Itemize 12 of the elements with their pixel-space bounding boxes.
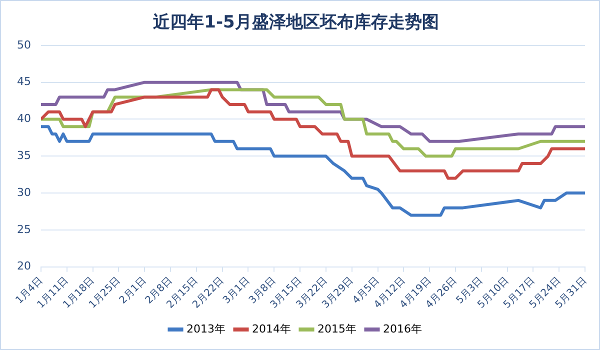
y-tick-label: 25 (16, 222, 31, 236)
legend-label: 2013年 (186, 322, 226, 336)
legend-label: 2015年 (318, 322, 356, 336)
legend-label: 2014年 (252, 322, 292, 336)
y-tick-label: 40 (16, 112, 31, 126)
chart-title: 近四年1-5月盛泽地区坯布库存走势图 (152, 12, 439, 33)
y-tick-label: 45 (16, 75, 31, 88)
y-tick-label: 20 (16, 260, 31, 273)
legend-label: 2016年 (382, 322, 422, 336)
y-tick-label: 50 (16, 38, 31, 52)
y-tick-label: 35 (16, 148, 31, 162)
y-tick-label: 30 (16, 186, 31, 199)
